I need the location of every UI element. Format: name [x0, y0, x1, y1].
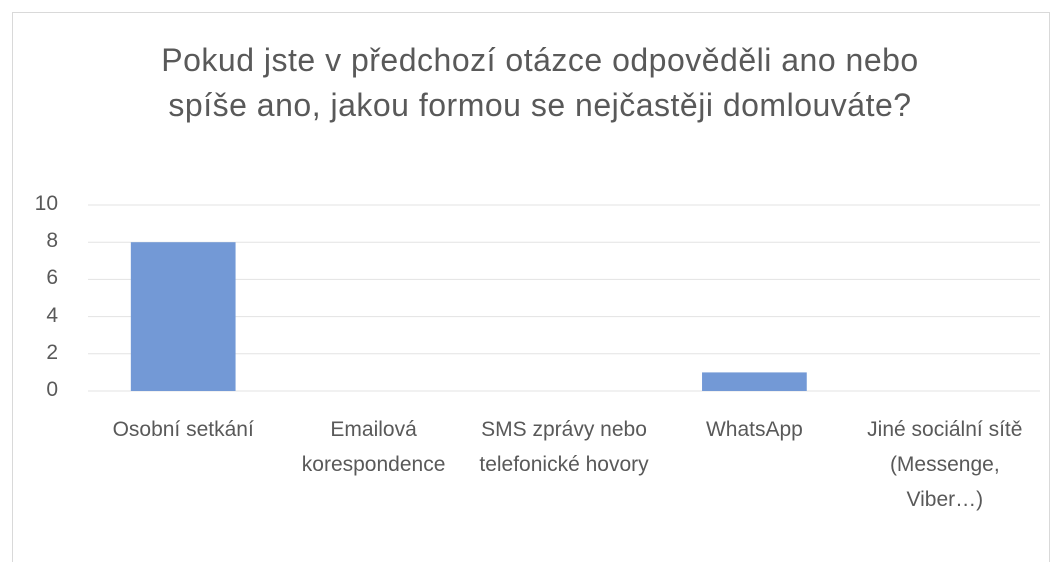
y-tick-label: 10 [34, 192, 58, 215]
y-tick-label: 0 [46, 378, 58, 401]
chart-title: Pokud jste v předchozí otázce odpověděli… [161, 42, 919, 123]
chart-border [12, 12, 1050, 562]
y-tick-label: 8 [46, 229, 58, 253]
bar [130, 242, 236, 391]
y-tick-label: 6 [46, 266, 58, 290]
x-tick-label: Jiné sociální sítě (Messenge, Viber…) [867, 418, 1023, 511]
x-tick-label: Emailová korespondence [301, 418, 446, 476]
x-tick-label: WhatsApp [705, 418, 803, 441]
x-tick-label: Osobní setkání [112, 418, 254, 441]
y-tick-label: 4 [46, 303, 58, 327]
bar [702, 372, 807, 391]
y-tick-label: 2 [46, 340, 58, 364]
x-tick-label: SMS zprávy nebo telefonické hovory [479, 418, 649, 476]
